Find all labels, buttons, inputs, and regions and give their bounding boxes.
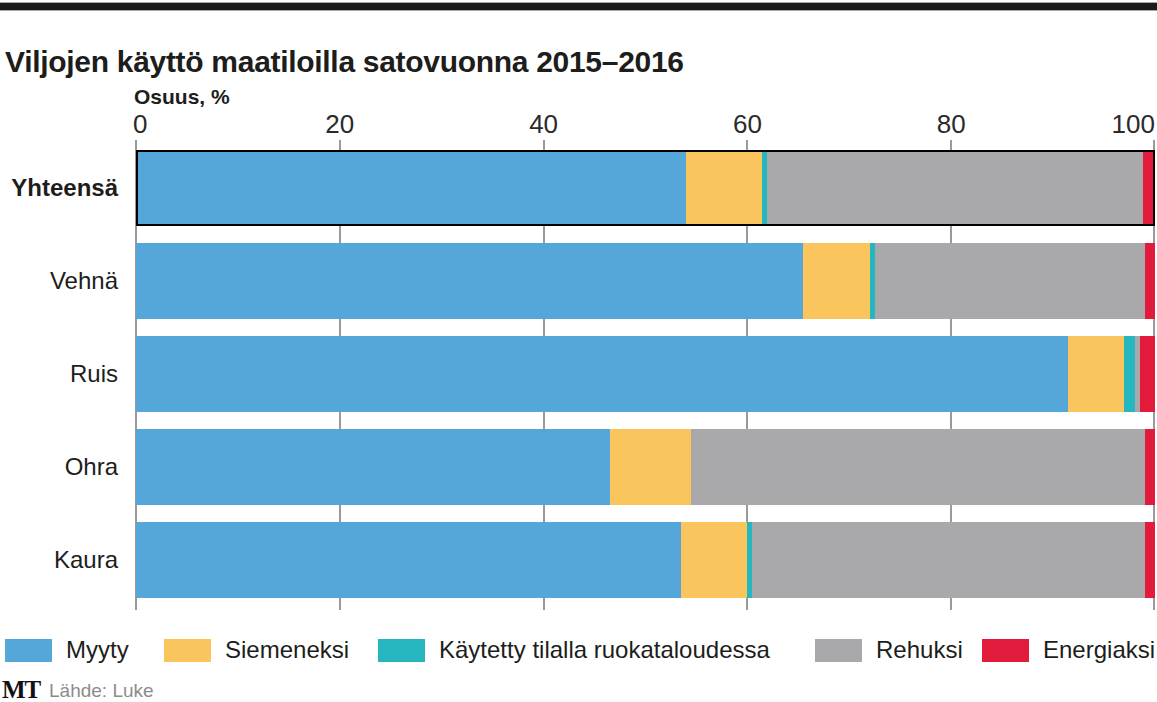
segment-kaura-energiaksi — [1145, 522, 1155, 598]
bar-row-kaura — [136, 522, 1155, 598]
segment-ohra-myyty — [136, 429, 610, 505]
legend-swatch — [815, 639, 862, 662]
segment-vehnä-siemeneksi — [803, 243, 869, 319]
segment-yhteensä-siemeneksi — [686, 152, 762, 224]
top-rule — [0, 2, 1157, 11]
segment-ruis-energiaksi — [1140, 336, 1155, 412]
segment-ohra-rehuksi — [691, 429, 1144, 505]
mt-logo: MT — [2, 676, 40, 702]
category-label-kaura: Kaura — [0, 522, 118, 598]
category-label-ohra: Ohra — [0, 429, 118, 505]
bar-row-ohra — [136, 429, 1155, 505]
segment-yhteensä-myyty — [138, 152, 686, 224]
legend-label: Energiaksi — [1043, 636, 1155, 664]
segment-vehnä-energiaksi — [1145, 243, 1155, 319]
legend-item-energiaksi: Energiaksi — [982, 636, 1155, 664]
legend-label: Rehuksi — [876, 636, 963, 664]
source-credit: Lähde: Luke — [49, 680, 154, 702]
bar-row-ruis — [136, 336, 1155, 412]
segment-kaura-rehuksi — [752, 522, 1144, 598]
legend-swatch — [164, 639, 211, 662]
category-label-yhteensä: Yhteensä — [0, 150, 118, 226]
tick-label-100: 100 — [1112, 109, 1155, 140]
segment-vehnä-rehuksi — [875, 243, 1145, 319]
tick-label-60: 60 — [702, 109, 792, 140]
legend-item-siemeneksi: Siemeneksi — [164, 636, 349, 664]
segment-ohra-siemeneksi — [610, 429, 692, 505]
segment-ohra-energiaksi — [1145, 429, 1155, 505]
segment-yhteensä-rehuksi — [767, 152, 1143, 224]
bar-row-vehnä — [136, 243, 1155, 319]
segment-kaura-siemeneksi — [681, 522, 747, 598]
legend-swatch — [378, 639, 425, 662]
legend-item-myyty: Myyty — [5, 636, 129, 664]
segment-ruis-myyty — [136, 336, 1068, 412]
legend-item-rehuksi: Rehuksi — [815, 636, 963, 664]
x-axis-label: Osuus, % — [134, 85, 230, 109]
chart-title: Viljojen käyttö maatiloilla satovuonna 2… — [5, 45, 684, 79]
legend-swatch — [5, 639, 52, 662]
tick-label-20: 20 — [295, 109, 385, 140]
tick-label-0: 0 — [133, 109, 147, 140]
legend-item-käytetty: Käytetty tilalla ruokataloudessa — [378, 636, 770, 664]
infographic-canvas: Viljojen käyttö maatiloilla satovuonna 2… — [0, 0, 1157, 702]
tick-label-80: 80 — [906, 109, 996, 140]
category-label-ruis: Ruis — [0, 336, 118, 412]
tick-label-40: 40 — [499, 109, 589, 140]
segment-ruis-siemeneksi — [1068, 336, 1124, 412]
segment-vehnä-myyty — [136, 243, 803, 319]
legend-label: Myyty — [66, 636, 129, 664]
category-label-vehnä: Vehnä — [0, 243, 118, 319]
legend-label: Siemeneksi — [225, 636, 349, 664]
segment-ruis-käytetty — [1124, 336, 1134, 412]
legend-swatch — [982, 639, 1029, 662]
legend-label: Käytetty tilalla ruokataloudessa — [439, 636, 770, 664]
segment-kaura-myyty — [136, 522, 681, 598]
plot-area — [136, 140, 1155, 610]
segment-yhteensä-energiaksi — [1143, 152, 1153, 224]
bar-row-yhteensä — [136, 150, 1155, 226]
